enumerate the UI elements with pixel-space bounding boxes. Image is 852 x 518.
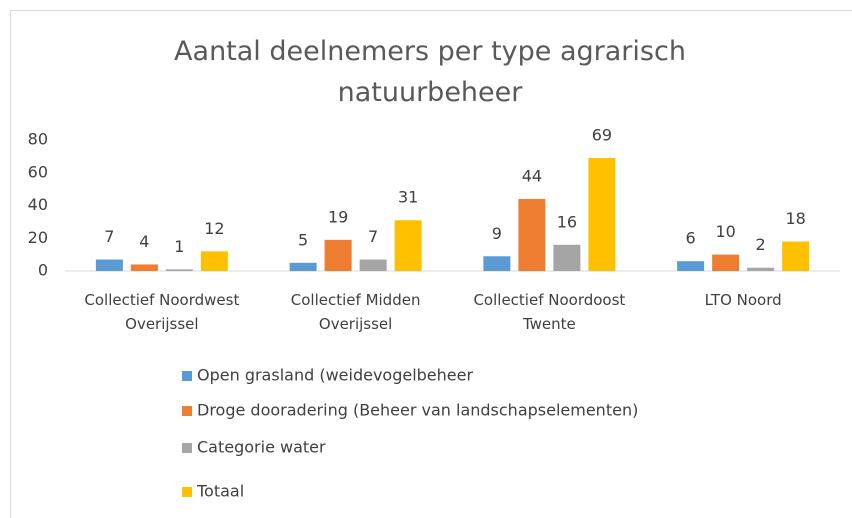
- y-tick-label: 0: [38, 261, 48, 280]
- data-label: 5: [298, 230, 308, 249]
- y-tick-label: 40: [28, 195, 48, 214]
- bar: [712, 254, 740, 271]
- data-label: 7: [104, 227, 114, 246]
- data-label: 6: [686, 229, 696, 248]
- data-label: 10: [715, 222, 735, 241]
- data-label: 44: [522, 166, 542, 185]
- y-tick-label: 20: [28, 228, 48, 247]
- bar: [483, 256, 511, 271]
- bar: [95, 259, 123, 271]
- data-label: 18: [785, 209, 805, 228]
- data-label: 12: [204, 219, 224, 238]
- data-label: 2: [756, 235, 766, 254]
- legend-label: Totaal: [196, 482, 244, 501]
- bar: [747, 267, 775, 271]
- x-tick-label: Collectief Noordwest Overijssel: [84, 291, 240, 333]
- data-label: 16: [557, 212, 577, 231]
- legend-swatch: [182, 487, 192, 497]
- data-label: 4: [139, 232, 149, 251]
- legend-swatch: [182, 443, 192, 453]
- bar: [518, 198, 546, 271]
- x-tick-label: LTO Noord: [704, 291, 782, 309]
- bar: [324, 239, 352, 271]
- data-label: 9: [492, 224, 502, 243]
- bar: [165, 269, 193, 271]
- bar: [289, 262, 317, 271]
- legend-swatch: [182, 371, 192, 381]
- y-tick-label: 80: [28, 130, 48, 149]
- chart-title: Aantal deelnemers per type agrarisch nat…: [174, 36, 686, 108]
- data-label: 1: [174, 237, 184, 256]
- legend-label: Open grasland (weidevogelbeheer: [197, 366, 473, 385]
- bar: [553, 244, 581, 271]
- bar: [782, 241, 810, 271]
- x-tick-label: Collectief Midden Overijssel: [290, 291, 421, 333]
- legend-swatch: [182, 406, 192, 416]
- bar: [588, 158, 616, 271]
- legend-label: Categorie water: [197, 438, 326, 457]
- bar: [394, 220, 422, 271]
- data-label: 31: [398, 188, 418, 207]
- bar: [200, 251, 228, 271]
- legend-label: Droge dooradering (Beheer van landschaps…: [197, 401, 638, 420]
- data-label: 19: [328, 207, 348, 226]
- chart-frame: [10, 10, 852, 518]
- data-label: 7: [368, 227, 378, 246]
- y-tick-label: 60: [28, 162, 48, 181]
- bar: [677, 261, 705, 271]
- data-label: 69: [592, 126, 612, 145]
- bar: [130, 264, 158, 271]
- x-tick-label: Collectief Noordoost Twente: [473, 291, 626, 333]
- bar: [359, 259, 387, 271]
